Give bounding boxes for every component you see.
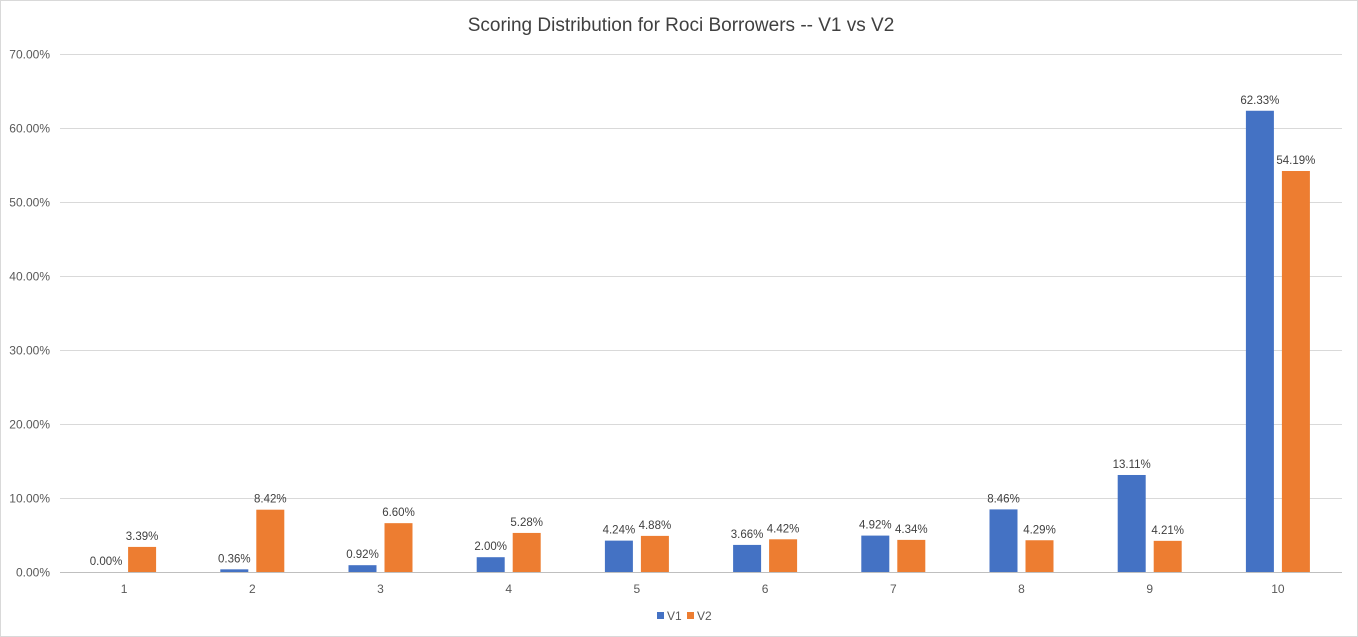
x-tick-label: 8 [1018,582,1025,596]
y-tick-label: 20.00% [9,418,50,432]
x-axis-ticks: 1 2 3 4 5 6 7 8 9 10 [121,582,1285,596]
bar-v1 [989,509,1018,572]
y-tick-label: 40.00% [9,270,50,284]
x-tick-label: 1 [121,582,128,596]
bar-v1 [348,565,377,572]
bar-v1 [1245,110,1274,573]
y-axis-ticks: 0.00% 10.00% 20.00% 30.00% 40.00% 50.00% 60.00… [9,48,50,580]
data-label-v1: 8.46% [987,493,1020,505]
bar-v2 [1153,540,1182,572]
data-label-v2: 4.21% [1151,525,1184,537]
bar-v2 [512,532,541,572]
x-tick-label: 10 [1271,582,1285,596]
bar-v2 [256,509,285,572]
x-tick-label: 7 [890,582,897,596]
bar-v2 [384,523,413,572]
bar-v2 [128,546,157,572]
bar-v1 [220,569,249,572]
bars [128,110,1310,573]
legend-swatch-v2 [687,612,694,619]
data-label-v2: 4.42% [767,523,800,535]
bar-v2 [640,535,669,572]
data-labels: 0.00% 3.39% 0.36% 8.42% 0.92% 6.60% 2.00%5.28%… [90,95,1316,568]
x-tick-label: 9 [1146,582,1153,596]
y-tick-label: 10.00% [9,492,50,506]
bar-v1 [733,544,762,572]
legend-label-v1: V1 [667,609,682,623]
y-tick-label: 30.00% [9,344,50,358]
legend-label-v2: V2 [697,609,712,623]
x-tick-label: 6 [762,582,769,596]
data-label-v1: 3.66% [731,529,764,541]
data-label-v1: 0.92% [346,549,379,561]
data-label-v2: 54.19% [1276,155,1315,167]
data-label-v2: 8.42% [254,494,287,506]
legend-swatch-v1 [657,612,664,619]
data-label-v2: 4.29% [1023,524,1056,536]
x-tick-label: 4 [505,582,512,596]
bar-v1 [861,535,890,572]
x-tick-label: 2 [249,582,256,596]
bar-v2 [769,539,798,572]
y-tick-label: 70.00% [9,48,50,62]
data-label-v1: 0.36% [218,553,251,565]
data-label-v1: 62.33% [1240,95,1279,107]
data-label-v1: 4.92% [859,520,892,532]
data-label-v2: 4.34% [895,524,928,536]
data-label-v1: 0.00% [90,556,123,568]
gridlines [60,54,1342,573]
legend: V1 V2 [657,609,712,623]
bar-v1 [476,557,505,572]
y-tick-label: 60.00% [9,122,50,136]
data-label-v1: 2.00% [474,541,507,553]
bar-v1 [1117,474,1146,572]
data-label-v1: 13.11% [1113,459,1151,471]
bar-v2 [1281,170,1310,572]
data-label-v2: 6.60% [382,507,415,519]
bar-v2 [1025,540,1054,572]
data-label-v2: 5.28% [510,517,543,529]
data-label-v1: 4.24% [603,525,636,537]
chart-title: Scoring Distribution for Roci Borrowers … [468,15,895,36]
x-tick-label: 3 [377,582,384,596]
y-tick-label: 50.00% [9,196,50,210]
bar-v1 [604,540,633,572]
y-tick-label: 0.00% [16,566,50,580]
bar-v2 [897,539,926,572]
data-label-v2: 4.88% [639,520,672,532]
data-label-v2: 3.39% [126,531,159,543]
x-tick-label: 5 [634,582,641,596]
